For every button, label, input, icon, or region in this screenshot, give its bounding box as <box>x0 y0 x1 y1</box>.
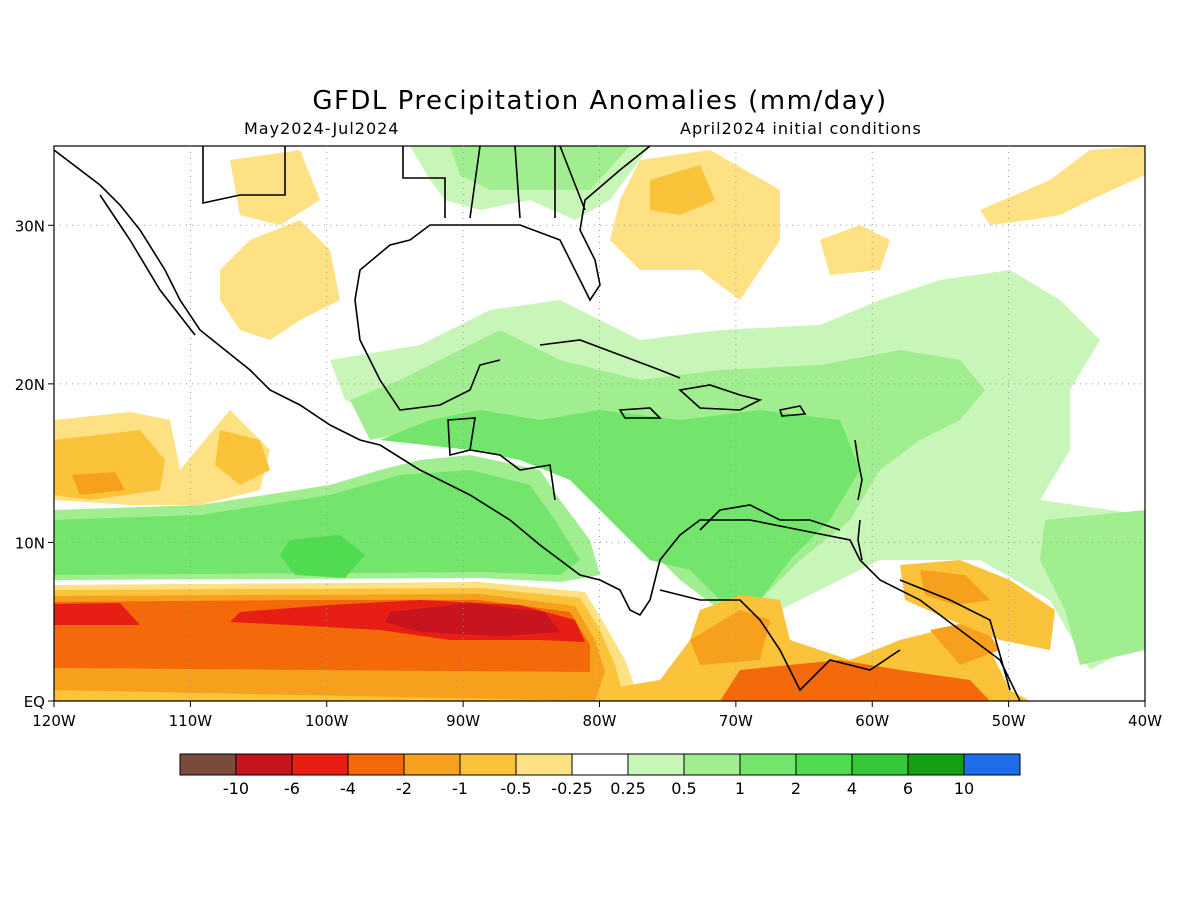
anomaly-pos-us-southeast-inner <box>450 146 630 190</box>
colorbar-swatch <box>403 753 461 776</box>
colorbar-label: 4 <box>847 779 857 798</box>
colorbar-swatch <box>347 753 405 776</box>
anomaly-neg-extreme <box>385 603 560 636</box>
anomaly-neg-mexico <box>220 220 340 340</box>
y-tick-label: EQ <box>24 693 45 711</box>
colorbar-label: -0.5 <box>500 779 531 798</box>
colorbar-swatch <box>459 753 517 776</box>
colorbar-labels: -10 -6 -4 -2 -1 -0.5 -0.25 0.25 0.5 1 2 4 6 10 <box>223 779 974 798</box>
y-tick-label: 10N <box>15 534 45 552</box>
colorbar-swatch <box>179 753 237 776</box>
anomaly-neg-guiana-inner <box>920 570 990 605</box>
x-tick-label: 40W <box>1128 712 1162 730</box>
anomaly-atlantic-east <box>1040 510 1145 665</box>
colorbar-label: 0.5 <box>671 779 696 798</box>
colorbar-swatch <box>851 753 909 776</box>
anomaly-fields <box>54 146 1145 701</box>
x-tick-label: 120W <box>32 712 76 730</box>
colorbar-label: 0.25 <box>610 779 646 798</box>
colorbar <box>179 753 1021 776</box>
colorbar-label: -10 <box>223 779 249 798</box>
colorbar-label: 1 <box>735 779 745 798</box>
colorbar-label: 10 <box>954 779 974 798</box>
anomaly-neg-west-core <box>72 472 125 495</box>
colorbar-label: -2 <box>396 779 412 798</box>
colorbar-label: 6 <box>903 779 913 798</box>
initial-conditions: April2024 initial conditions <box>680 119 922 138</box>
colorbar-swatch <box>907 753 965 776</box>
coastlines <box>54 146 1021 701</box>
colorbar-swatch <box>291 753 349 776</box>
colorbar-label: -1 <box>452 779 468 798</box>
anomaly-pos-core <box>280 535 365 578</box>
colorbar-swatch <box>235 753 293 776</box>
anomaly-neg-south-america-mid <box>690 610 1000 665</box>
anomaly-pos-band-inner <box>54 470 580 575</box>
colorbar-swatch <box>739 753 797 776</box>
colorbar-swatch <box>571 753 629 776</box>
colorbar-label: -0.25 <box>551 779 592 798</box>
anomaly-neg-atlantic-west-inner <box>650 165 715 215</box>
x-tick-label: 70W <box>719 712 753 730</box>
colorbar-label: 2 <box>791 779 801 798</box>
colorbar-swatch <box>627 753 685 776</box>
anomaly-neg-atlantic-east <box>980 146 1145 225</box>
anomaly-neg-texas <box>230 150 320 225</box>
x-tick-label: 50W <box>992 712 1026 730</box>
y-axis-ticks: EQ 10N 20N 30N <box>15 217 54 711</box>
map-title: GFDL Precipitation Anomalies (mm/day) <box>312 86 888 116</box>
gridlines <box>54 146 1145 701</box>
colorbar-label: -4 <box>340 779 356 798</box>
colorbar-swatch <box>795 753 853 776</box>
colorbar-label: -6 <box>284 779 300 798</box>
anomaly-neg-south-america-inner <box>720 660 990 701</box>
y-tick-label: 20N <box>15 376 45 394</box>
x-tick-label: 90W <box>446 712 480 730</box>
y-tick-label: 30N <box>15 217 45 235</box>
colorbar-swatch <box>683 753 741 776</box>
x-tick-label: 100W <box>305 712 349 730</box>
forecast-period: May2024-Jul2024 <box>244 119 400 138</box>
x-tick-label: 60W <box>855 712 889 730</box>
anomaly-neg-atlantic-mid <box>820 225 890 275</box>
anomaly-caribbean-inner <box>380 410 860 600</box>
x-tick-label: 80W <box>583 712 617 730</box>
x-axis-ticks: 120W 110W 100W 90W 80W 70W 60W 50W 40W <box>32 701 1162 730</box>
colorbar-swatch <box>963 753 1021 776</box>
colorbar-swatch <box>515 753 573 776</box>
x-tick-label: 110W <box>169 712 213 730</box>
